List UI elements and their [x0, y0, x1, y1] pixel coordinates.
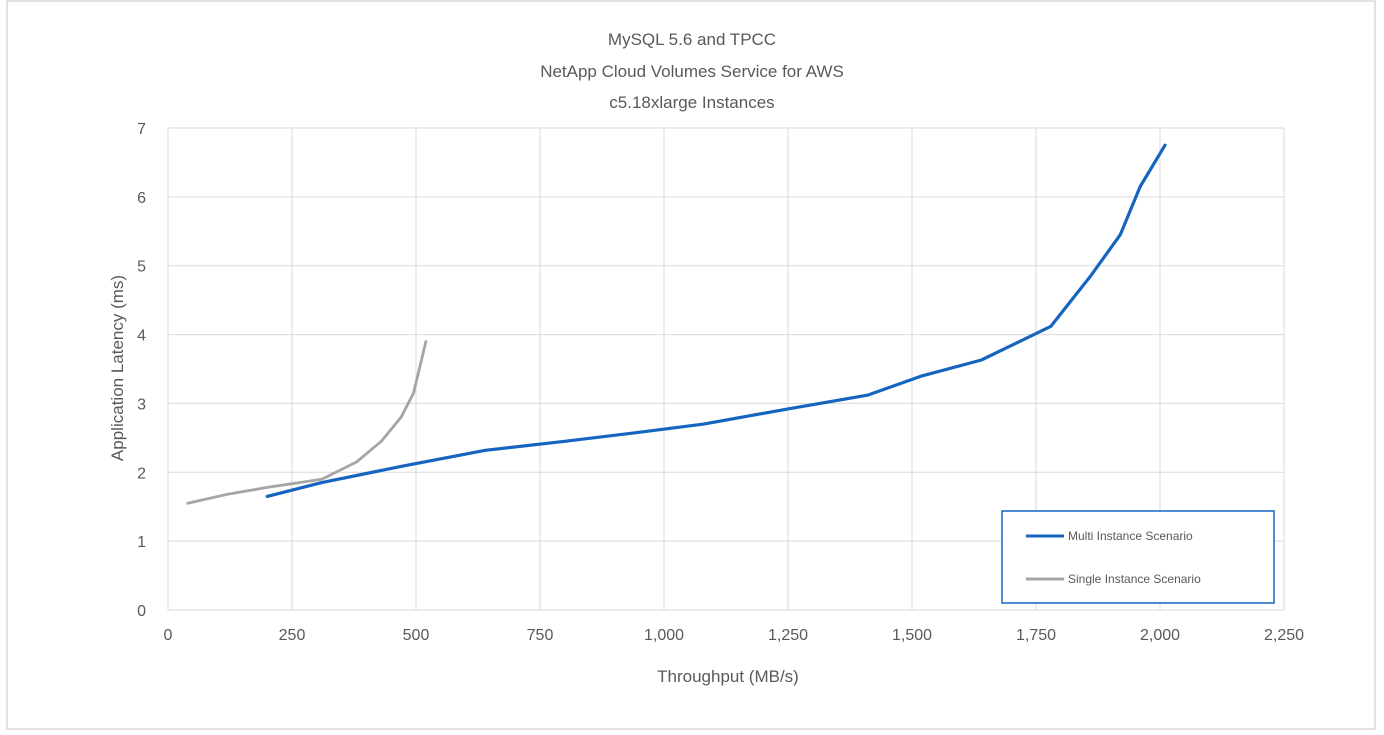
legend: Multi Instance Scenario Single Instance …: [1001, 510, 1275, 604]
legend-label-multi-instance: Multi Instance Scenario: [1068, 529, 1193, 543]
gridlines: [167, 127, 1285, 611]
y-tick-label: 7: [137, 121, 146, 138]
chart-title-line-2: NetApp Cloud Volumes Service for AWS: [540, 62, 844, 81]
tick-labels: 0 250 500 750 1,000 1,250 1,500 1,750 2,000 2,250…: [137, 121, 1304, 644]
x-tick-label: 1,250: [768, 627, 808, 644]
series-line-multi-instance: [265, 143, 1167, 498]
y-tick-label: 0: [137, 603, 146, 620]
y-tick-label: 4: [137, 328, 146, 345]
y-tick-label: 2: [137, 465, 146, 482]
series-lines: [186, 143, 1167, 505]
y-tick-label: 1: [137, 534, 146, 551]
chart-title-line-3: c5.18xlarge Instances: [609, 93, 774, 112]
chart-border: [6, 0, 1376, 730]
x-axis-title: Throughput (MB/s): [657, 667, 799, 686]
x-tick-label: 0: [164, 627, 173, 644]
x-tick-label: 1,000: [644, 627, 684, 644]
chart-title-line-1: MySQL 5.6 and TPCC: [608, 30, 776, 49]
y-tick-label: 6: [137, 190, 146, 207]
y-tick-label: 5: [137, 259, 146, 276]
legend-label-single-instance: Single Instance Scenario: [1068, 572, 1201, 586]
x-tick-label: 2,000: [1140, 627, 1180, 644]
legend-box: [1001, 510, 1275, 604]
x-tick-label: 500: [403, 627, 430, 644]
y-tick-label: 3: [137, 396, 146, 413]
x-tick-label: 2,250: [1264, 627, 1304, 644]
x-tick-label: 1,750: [1016, 627, 1056, 644]
x-tick-label: 250: [279, 627, 306, 644]
series-line-single-instance: [186, 340, 428, 505]
x-tick-label: 1,500: [892, 627, 932, 644]
x-tick-label: 750: [527, 627, 554, 644]
y-axis-title: Application Latency (ms): [108, 275, 127, 461]
